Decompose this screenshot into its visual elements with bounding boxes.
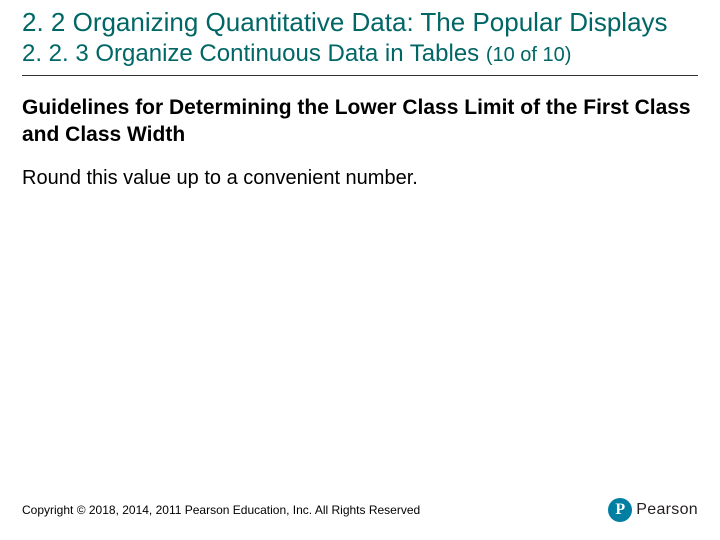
header-divider	[22, 75, 698, 76]
slide-container: 2. 2 Organizing Quantitative Data: The P…	[0, 0, 720, 540]
brand-logo: P Pearson	[608, 498, 698, 522]
logo-p-icon: P	[608, 498, 632, 522]
footer: Copyright © 2018, 2014, 2011 Pearson Edu…	[22, 498, 698, 522]
subsection-title: 2. 2. 3 Organize Continuous Data in Tabl…	[22, 40, 698, 69]
content-body: Round this value up to a convenient numb…	[22, 164, 698, 192]
subsection-title-text: 2. 2. 3 Organize Continuous Data in Tabl…	[22, 40, 479, 67]
section-title: 2. 2 Organizing Quantitative Data: The P…	[22, 8, 698, 38]
content-heading: Guidelines for Determining the Lower Cla…	[22, 94, 698, 149]
subsection-counter: (10 of 10)	[486, 44, 572, 66]
logo-brand-text: Pearson	[636, 501, 698, 519]
copyright-text: Copyright © 2018, 2014, 2011 Pearson Edu…	[22, 503, 420, 517]
